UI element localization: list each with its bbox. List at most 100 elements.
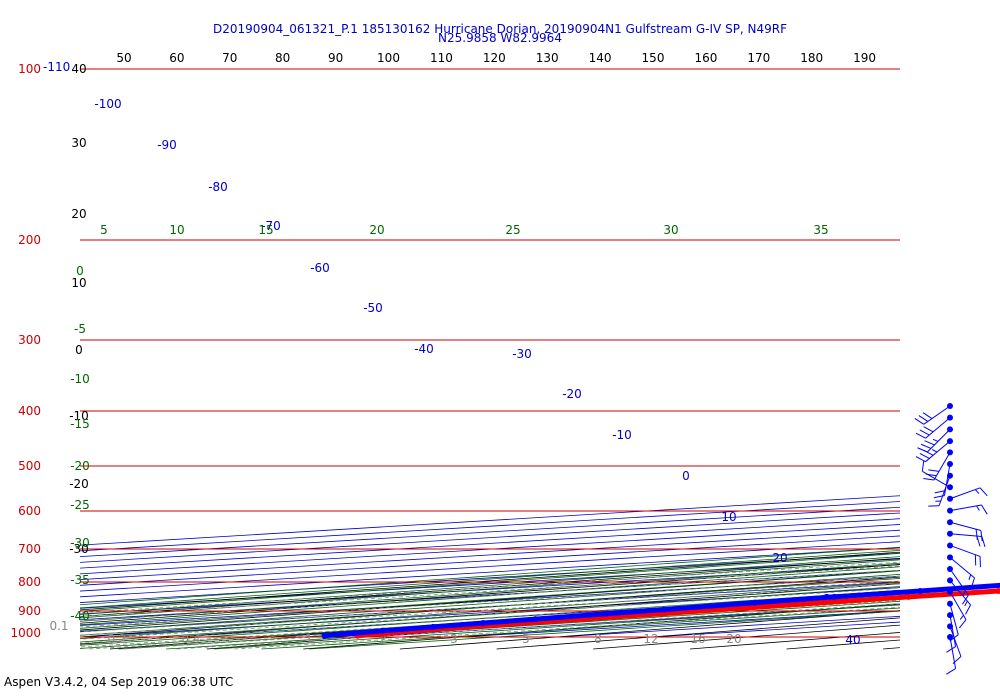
wind-barb-flag — [949, 634, 959, 642]
wind-barb-flag — [921, 460, 925, 472]
moist-adiabat-line — [80, 566, 900, 626]
wind-barb — [914, 402, 953, 425]
pressure-tick-label: 200 — [18, 233, 41, 247]
moist-adiabat-line — [166, 600, 900, 650]
wind-barb-flag — [970, 577, 975, 589]
moist-adiabat-line — [80, 590, 900, 646]
wind-barb — [923, 449, 953, 481]
isotherm-line — [80, 575, 900, 626]
dry-adiabat-line — [80, 583, 900, 645]
temperature-point — [905, 593, 912, 600]
wind-barb-flag — [915, 456, 926, 463]
pressure-tick-label: 800 — [18, 575, 41, 589]
moist-adiabat-line — [80, 562, 900, 622]
wind-barb-flag — [925, 473, 937, 477]
isotherm-line — [80, 524, 900, 575]
dry-adiabat-line — [303, 603, 900, 650]
isotherm-line — [80, 529, 900, 580]
wind-barb-staff — [949, 521, 982, 532]
mixing-ratio-label: 0.4 — [181, 632, 200, 646]
moist-adiabat-label: 0 — [76, 264, 84, 278]
wind-barb-staff — [925, 417, 951, 439]
top-axis-tick-label: 120 — [483, 51, 506, 65]
mixing-ratio-label: 1 — [305, 632, 313, 646]
chart-title-line-2: N25.9858 W82.9964 — [438, 31, 562, 45]
isotherm-label: -20 — [562, 387, 582, 401]
isotherm-line — [80, 495, 900, 546]
moist-adiabat-label: -5 — [74, 322, 86, 336]
dry-adiabat-line — [980, 43, 1000, 649]
wind-barb-staff — [943, 463, 951, 496]
top-axis-tick-label: 160 — [694, 51, 717, 65]
moist-adiabat-label: -30 — [70, 536, 90, 550]
wind-barb-flag — [914, 418, 925, 425]
pressure-tick-label: 500 — [18, 459, 41, 473]
moist-adiabat-line — [80, 573, 900, 633]
pressure-tick-label: 300 — [18, 333, 41, 347]
dewpoint-line — [322, 582, 1000, 639]
wind-barb — [946, 612, 957, 653]
mixing-ratio-label: 20 — [726, 632, 741, 646]
temperature-point — [737, 605, 744, 612]
isotherm-line — [365, 604, 900, 638]
wind-barb-flag — [962, 594, 969, 605]
wind-barb-staff — [949, 568, 969, 596]
dry-adiabat-line — [593, 624, 900, 650]
isotherm-line — [80, 541, 900, 592]
wind-barb — [917, 426, 953, 453]
wind-barb-half-flag — [968, 574, 972, 580]
wind-barb — [947, 577, 972, 615]
wind-barb-half-flag — [976, 505, 980, 511]
temperature-line — [355, 588, 1000, 639]
moist-adiabat-label: 20 — [369, 223, 384, 237]
top-axis-tick-label: 100 — [377, 51, 400, 65]
wind-barb-staff — [949, 626, 962, 657]
wind-barb-staff — [949, 504, 982, 512]
wind-barb — [947, 504, 988, 515]
mixing-ratio-line — [176, 603, 900, 650]
mixing-ratio-label: 0.2 — [107, 632, 126, 646]
wind-barb-column — [914, 402, 988, 675]
mixing-ratio-label: 0.1 — [49, 619, 68, 633]
dewpoint-point — [660, 606, 667, 613]
mixing-ratio-label: 5 — [522, 632, 530, 646]
isotherm-label: -80 — [208, 180, 228, 194]
top-axis-tick-label: 180 — [800, 51, 823, 65]
moist-adiabat-line — [80, 552, 900, 612]
wind-barb-staff — [949, 591, 967, 620]
wind-barb-flag — [922, 412, 933, 420]
top-axis-tick-label: 80 — [275, 51, 290, 65]
moist-adiabat-line — [80, 559, 900, 619]
dry-adiabat-line — [399, 610, 900, 650]
wind-barb-half-flag — [932, 438, 939, 442]
mixing-ratio-label: 12 — [643, 632, 658, 646]
dry-adiabat-line — [80, 557, 900, 617]
moist-adiabat-label: 10 — [169, 223, 184, 237]
wind-barb-staff — [949, 556, 975, 579]
isotherm-line — [80, 506, 900, 558]
wind-barb-staff — [925, 440, 951, 463]
pressure-tick-label: 700 — [18, 542, 41, 556]
wind-barb-staff — [949, 580, 971, 606]
wind-barb-flag — [928, 469, 940, 472]
top-left-extra-label: -110 — [43, 60, 70, 74]
dry-adiabat-label: 10 — [71, 276, 86, 290]
isotherm-line — [80, 564, 900, 615]
wind-barb-flag — [946, 646, 956, 653]
mixing-ratio-label: 2 — [379, 632, 387, 646]
dewpoint-point — [917, 588, 924, 594]
isotherm-label: 0 — [682, 469, 690, 483]
wind-barb — [933, 461, 953, 499]
plot-lines — [80, 43, 1000, 650]
moist-adiabat-label: 15 — [258, 223, 273, 237]
top-axis-tick-label: 60 — [169, 51, 184, 65]
dry-adiabat-label: -10 — [69, 409, 89, 423]
dewpoint-point — [321, 632, 328, 639]
dewpoint-point — [831, 593, 838, 600]
footer-version-text: Aspen V3.4.2, 04 Sep 2019 06:38 UTC — [4, 675, 234, 689]
dry-adiabat-label: 0 — [75, 343, 83, 357]
wind-barb-flag — [946, 668, 956, 675]
dry-adiabat-line — [883, 647, 900, 650]
pressure-tick-label: 400 — [18, 404, 41, 418]
wind-barb-flag — [979, 487, 988, 497]
